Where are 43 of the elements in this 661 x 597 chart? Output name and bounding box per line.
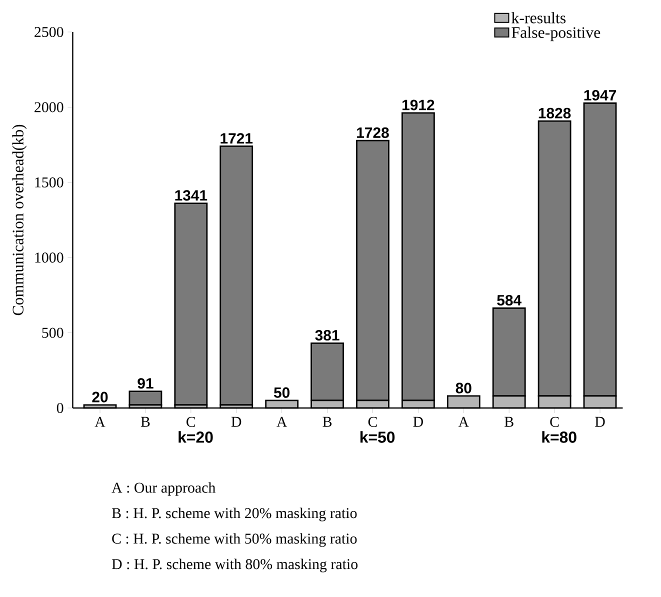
data-label: 1721: [220, 133, 253, 144]
x-tick-label: B: [504, 416, 514, 427]
data-label: 1828: [538, 108, 571, 118]
bar: [128, 390, 162, 406]
data-label: 1912: [402, 100, 434, 110]
x-tick-label: A: [94, 416, 106, 427]
data-label: 1728: [357, 127, 389, 138]
data-label: 381: [315, 330, 340, 341]
x-tick-label: A: [276, 416, 288, 427]
legend-label: k-results: [512, 12, 566, 24]
text: D : H. P. scheme with 80% masking ratio: [112, 558, 358, 572]
text: k=20: [178, 431, 213, 443]
y-tick-label: 1500: [35, 177, 64, 188]
bar: [174, 202, 208, 406]
data-label: 1947: [584, 90, 616, 101]
y-tick-label: 1000: [35, 252, 64, 263]
x-tick-label: B: [322, 416, 332, 427]
x-tick-label: D: [231, 416, 242, 427]
data-label: 50: [274, 387, 290, 398]
x-tick-label: C: [368, 416, 377, 427]
data-label: 20: [92, 392, 108, 402]
x-tick-label: A: [458, 416, 469, 427]
x-tick-label: C: [550, 416, 559, 427]
text: C : H. P. scheme with 50% masking ratio: [112, 533, 357, 547]
y-axis-title: Communication overhead(kb): [12, 124, 27, 316]
x-tick-label: B: [140, 416, 150, 427]
text: A : Our approach: [112, 482, 216, 496]
legend-label: False-positive: [512, 26, 600, 42]
data-label: 1341: [175, 190, 208, 201]
x-tick-label: C: [186, 416, 196, 427]
data-label: 91: [138, 378, 154, 389]
y-tick-label: 500: [42, 328, 64, 338]
text: k=80: [542, 431, 576, 443]
y-tick-label: 2500: [34, 26, 64, 38]
data-label: 584: [497, 294, 522, 306]
text: B : H. P. scheme with 20% masking ratio: [112, 508, 357, 522]
y-tick-label: 0: [56, 402, 64, 414]
y-tick-label: 2000: [34, 102, 64, 112]
data-label: 80: [456, 382, 472, 394]
x-tick-label: D: [595, 416, 605, 427]
x-tick-label: D: [413, 416, 423, 427]
text: k=50: [360, 431, 395, 443]
bar: [220, 145, 254, 406]
